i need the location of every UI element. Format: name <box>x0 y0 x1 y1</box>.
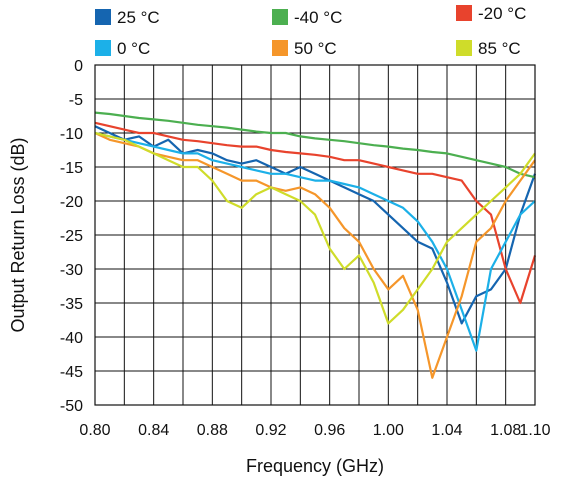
x-tick-label: 0.80 <box>79 422 110 439</box>
legend-swatch <box>456 40 472 56</box>
y-tick-labels: 0 -5 -10 -15 -20 -25 -30 -35 -40 -45 -50 <box>60 58 83 415</box>
legend-label: 50 °C <box>294 39 337 58</box>
y-tick-label: 0 <box>74 58 83 75</box>
x-tick-label: 0.92 <box>255 422 286 439</box>
legend-swatch <box>95 40 111 56</box>
legend-swatch <box>95 9 111 25</box>
x-tick-label: 0.96 <box>314 422 345 439</box>
x-tick-label: 1.08 <box>490 422 521 439</box>
x-tick-label: 1.00 <box>373 422 404 439</box>
legend-entry: -20 °C <box>456 4 526 23</box>
series-layer <box>94 111 537 379</box>
series-line-4 <box>94 132 536 379</box>
y-tick-label: -45 <box>60 364 83 381</box>
series-line-2 <box>94 121 537 305</box>
legend-swatch <box>272 9 288 25</box>
y-tick-label: -15 <box>60 160 83 177</box>
legend: 25 °C -40 °C -20 °C 0 °C 50 °C 85 °C <box>95 4 526 58</box>
x-tick-label: 1.10 <box>519 422 550 439</box>
y-tick-label: -5 <box>69 92 83 109</box>
legend-entry: -40 °C <box>272 8 342 27</box>
legend-label: 0 °C <box>117 39 150 58</box>
legend-label: 25 °C <box>117 8 160 27</box>
y-tick-label: -30 <box>60 262 83 279</box>
legend-entry: 0 °C <box>95 39 150 58</box>
y-tick-label: -35 <box>60 296 83 313</box>
series-line-3 <box>94 131 536 352</box>
y-tick-label: -50 <box>60 398 83 415</box>
legend-entry: 85 °C <box>456 39 521 58</box>
legend-entry: 25 °C <box>95 8 160 27</box>
plot-border <box>94 64 536 406</box>
legend-label: -20 °C <box>478 4 526 23</box>
y-tick-label: -40 <box>60 330 83 347</box>
legend-entry: 50 °C <box>272 39 337 58</box>
legend-swatch <box>456 5 472 21</box>
legend-label: 85 °C <box>478 39 521 58</box>
y-tick-label: -25 <box>60 228 83 245</box>
x-axis-label: Frequency (GHz) <box>246 456 384 476</box>
x-tick-label: 1.04 <box>431 422 462 439</box>
y-axis-label: Output Return Loss (dB) <box>8 137 28 332</box>
series-line-1 <box>94 111 536 179</box>
x-tick-label: 0.88 <box>197 422 228 439</box>
x-tick-label: 0.84 <box>138 422 169 439</box>
legend-label: -40 °C <box>294 8 342 27</box>
series-line-0 <box>94 125 537 325</box>
series-line-5 <box>94 131 536 325</box>
y-tick-label: -10 <box>60 126 83 143</box>
legend-swatch <box>272 40 288 56</box>
x-tick-labels: 0.80 0.84 0.88 0.92 0.96 1.00 1.04 1.081.10 <box>79 422 550 439</box>
y-tick-label: -20 <box>60 194 83 211</box>
grid <box>95 65 535 405</box>
